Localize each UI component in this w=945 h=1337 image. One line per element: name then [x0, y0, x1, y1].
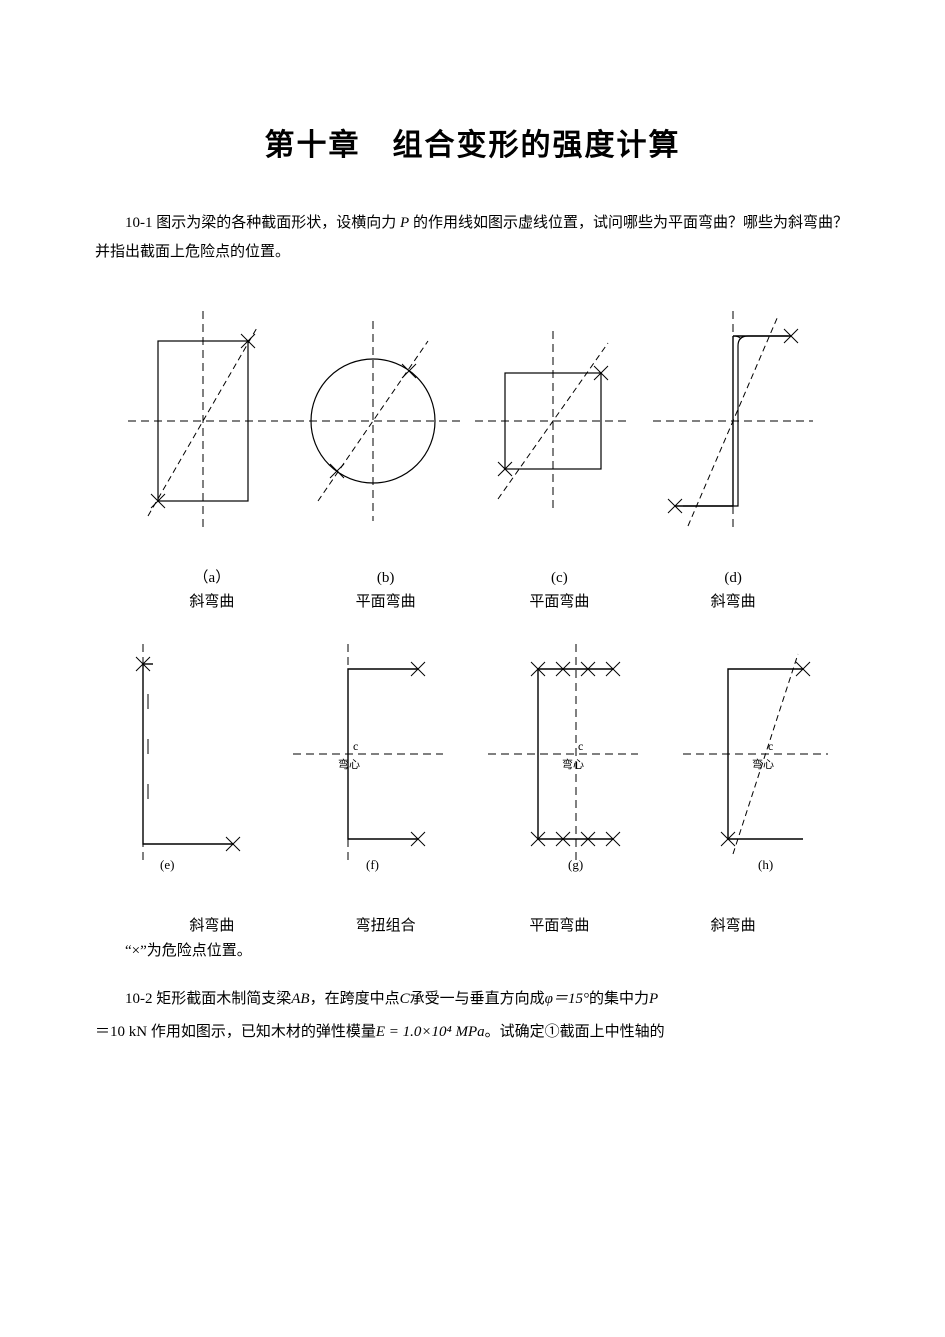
prob2-m2: 承受一与垂直方向成 — [410, 991, 545, 1007]
prob1-num: 10-1 — [125, 215, 153, 231]
figure-row-1 — [95, 291, 850, 551]
var-C: C — [400, 991, 410, 1007]
fig-b — [283, 321, 463, 521]
figure-row-2: (e) c 弯心 (f) c 弯心 (g) — [95, 644, 850, 894]
ans-e: 斜弯曲 — [125, 914, 299, 935]
fig-f: c 弯心 (f) — [293, 644, 443, 872]
tag-d: (d) — [724, 570, 742, 586]
tag-c: (c) — [551, 570, 568, 586]
prob2-m3: 的集中力 — [589, 991, 649, 1007]
prob2-num: 10-2 — [125, 991, 153, 1007]
label-c: (c) 平面弯曲 — [473, 566, 647, 614]
var-P2: P — [649, 991, 658, 1007]
row1-labels: （a） 斜弯曲 (b) 平面弯曲 (c) 平面弯曲 (d) 斜弯曲 — [95, 566, 850, 614]
problem-10-2-line2: ＝10 kN 作用如图示，已知木材的弹性模量E = 1.0×10⁴ MPa。试确… — [95, 1018, 850, 1047]
problem-10-1: 10-1 图示为梁的各种截面形状，设横向力 P 的作用线如图示虚线位置，试问哪些… — [95, 209, 850, 266]
prob2-l2a: ＝10 kN 作用如图示，已知木材的弹性模量 — [95, 1024, 376, 1040]
phi-eq: φ＝15° — [545, 991, 589, 1007]
ans-b: 平面弯曲 — [356, 594, 416, 610]
cross-icon — [330, 464, 344, 478]
ans-a: 斜弯曲 — [189, 594, 234, 610]
var-AB: AB — [291, 991, 309, 1007]
E-eq: E = 1.0×10⁴ MPa — [376, 1024, 485, 1040]
fig-d — [653, 311, 813, 531]
tag-g-text: (g) — [568, 857, 583, 872]
wanxin-label: 弯心 — [752, 757, 774, 771]
fig-g: c 弯心 (g) — [488, 644, 638, 872]
ans-f: 弯扭组合 — [299, 914, 473, 935]
ans-c: 平面弯曲 — [529, 594, 589, 610]
prob1-pre: 图示为梁的各种截面形状，设横向力 — [156, 215, 396, 231]
fig-c — [475, 331, 631, 511]
wanxin-label: 弯心 — [338, 757, 360, 771]
tag-f-text: (f) — [366, 857, 379, 872]
row2-answers: 斜弯曲 弯扭组合 平面弯曲 斜弯曲 — [95, 914, 850, 935]
label-b: (b) 平面弯曲 — [299, 566, 473, 614]
ans-d: 斜弯曲 — [711, 594, 756, 610]
var-P: P — [400, 215, 409, 231]
prob2-pre: 矩形截面木制简支梁 — [156, 991, 291, 1007]
problem-10-2: 10-2 矩形截面木制简支梁AB，在跨度中点C承受一与垂直方向成φ＝15°的集中… — [95, 985, 850, 1014]
label-a: （a） 斜弯曲 — [125, 566, 299, 614]
c-label: c — [353, 739, 358, 753]
row1-svg — [123, 291, 823, 551]
prob2-m1: ，在跨度中点 — [310, 991, 400, 1007]
wanxin-label: 弯心 — [562, 757, 584, 771]
fig-h: c 弯心 (h) — [683, 644, 828, 872]
cross-icon — [402, 364, 416, 378]
label-d: (d) 斜弯曲 — [646, 566, 820, 614]
chapter-title: 第十章 组合变形的强度计算 — [95, 120, 850, 164]
c-label: c — [578, 739, 583, 753]
tag-b: (b) — [377, 570, 395, 586]
prob2-l2b: 。试确定①截面上中性轴的 — [485, 1024, 665, 1040]
tag-a: （a） — [194, 570, 231, 586]
ans-g: 平面弯曲 — [473, 914, 647, 935]
danger-note: “×”为危险点位置。 — [95, 939, 850, 960]
tag-e-text: (e) — [160, 857, 174, 872]
tag-h-text: (h) — [758, 857, 773, 872]
fig-e: (e) — [118, 644, 240, 872]
c-label: c — [768, 739, 773, 753]
ans-h: 斜弯曲 — [646, 914, 820, 935]
fig-a — [128, 311, 278, 531]
row2-svg: (e) c 弯心 (f) c 弯心 (g) — [103, 644, 843, 894]
